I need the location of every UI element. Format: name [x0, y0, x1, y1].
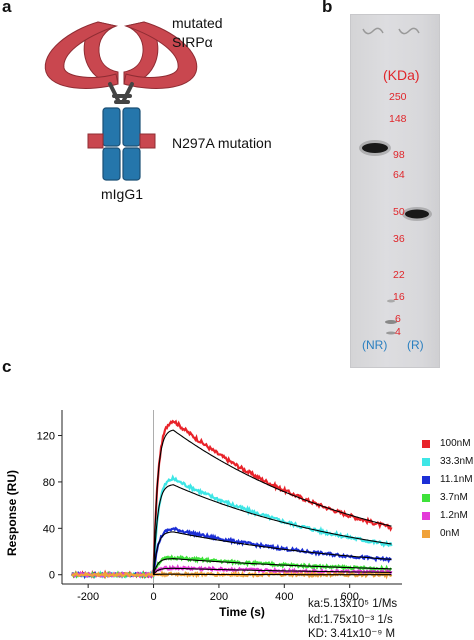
- hinge: [108, 82, 134, 104]
- kinetics-ka: ka:5.13x10⁵ 1/Ms: [308, 598, 398, 610]
- ladder-mark: [385, 320, 397, 324]
- marker-22: 22: [393, 269, 405, 281]
- legend-swatch-0nM: [422, 530, 430, 538]
- legend-swatch-33.3nM: [422, 458, 430, 466]
- band-r: [405, 209, 429, 219]
- kinetics-KD: KD: 3.41x10⁻⁹ M: [308, 628, 396, 640]
- x-tick-label: 600: [341, 591, 359, 603]
- marker-50: 50: [393, 206, 405, 218]
- x-tick-label: -200: [77, 591, 99, 603]
- antibody-schematic: mutated SIRPα N297A mutation mIgG1: [0, 0, 300, 230]
- lane-label-r: (R): [407, 338, 424, 352]
- fit-11.1nM: [152, 531, 392, 575]
- panel-letter-c: c: [2, 357, 12, 376]
- legend-label-33.3nM: 33.3nM: [440, 456, 474, 467]
- antibody-diagram: [44, 21, 198, 181]
- well-mark: [362, 27, 384, 35]
- x-axis-label: Time (s): [219, 605, 265, 619]
- legend-swatch-100nM: [422, 440, 430, 448]
- y-axis-label: Response (RU): [5, 470, 19, 556]
- lane-label-nr: (NR): [362, 338, 388, 352]
- mutation-block-right: [139, 133, 156, 149]
- sirp-arm-left: [83, 21, 119, 85]
- legend-label-100nM: 100nM: [440, 438, 471, 449]
- legend-label-11.1nM: 11.1nM: [440, 474, 473, 485]
- sirp-arm-right: [123, 21, 159, 85]
- kinetics-kd: kd:1.75x10⁻³ 1/s: [308, 614, 393, 626]
- band-nr-halo: [359, 140, 391, 156]
- marker-4: 4: [395, 326, 401, 338]
- ladder-mark: [387, 299, 395, 303]
- panel-letter-a: a: [2, 0, 12, 16]
- marker-16: 16: [393, 291, 405, 303]
- label-migg1: mIgG1: [101, 186, 144, 202]
- label-n297a-mutation: N297A mutation: [172, 135, 272, 151]
- y-tick-label: 40: [43, 523, 55, 535]
- x-tick-label: 200: [210, 591, 228, 603]
- fc-chain-right-lower: [122, 147, 141, 181]
- fit-0nM: [153, 573, 392, 576]
- legend-swatch-11.1nM: [422, 476, 430, 484]
- sirp-arm-right-outer: [123, 21, 198, 89]
- series-0nM: [70, 570, 393, 580]
- sds-page-gel: (KDa) 250 148 98 64 50 36 22 16 6 4 (NR)…: [350, 14, 440, 368]
- y-tick-label: 0: [49, 570, 55, 582]
- label-sirp-alpha: SIRPα: [172, 34, 213, 50]
- marker-36: 36: [393, 233, 405, 245]
- sirp-arm-left-outer: [44, 21, 119, 89]
- y-tick-label: 80: [43, 477, 55, 489]
- fc-chain-left-upper: [102, 107, 121, 147]
- legend-label-0nM: 0nM: [440, 528, 460, 539]
- marker-98: 98: [393, 149, 405, 161]
- gel-bands: [359, 27, 432, 335]
- marker-6: 6: [395, 313, 401, 325]
- fit-33.3nM: [152, 484, 392, 575]
- plot-ticks: -200 0 200 400 600 0 40 80 120: [37, 431, 359, 603]
- x-tick-label: 0: [150, 591, 156, 603]
- fit-3.7nM: [152, 558, 392, 575]
- x-tick-label: 400: [275, 591, 293, 603]
- fit-100nM: [152, 429, 392, 575]
- legend-label-1.2nM: 1.2nM: [440, 510, 468, 521]
- marker-148: 148: [389, 113, 407, 125]
- fc-chain-left-lower: [102, 147, 121, 181]
- mutation-block-left: [87, 133, 104, 149]
- well-mark: [398, 27, 420, 35]
- kda-label: (KDa): [383, 67, 420, 83]
- plot-series: [70, 419, 393, 580]
- legend-swatch-3.7nM: [422, 494, 430, 502]
- marker-64: 64: [393, 169, 405, 181]
- fc-chain-right-upper: [122, 107, 141, 147]
- fit-1.2nM: [153, 567, 392, 576]
- ladder-mark: [386, 331, 396, 335]
- panel-letter-b: b: [322, 0, 333, 16]
- legend-label-3.7nM: 3.7nM: [440, 492, 468, 503]
- y-tick-label: 120: [37, 431, 55, 443]
- legend-swatch-1.2nM: [422, 512, 430, 520]
- band-r-halo: [402, 207, 432, 221]
- label-mutated: mutated: [172, 15, 223, 31]
- band-nr: [362, 143, 388, 153]
- spr-sensorgram: -200 0 200 400 600 0 40 80 120 Time (s) Response…: [5, 410, 402, 619]
- marker-250: 250: [389, 91, 407, 103]
